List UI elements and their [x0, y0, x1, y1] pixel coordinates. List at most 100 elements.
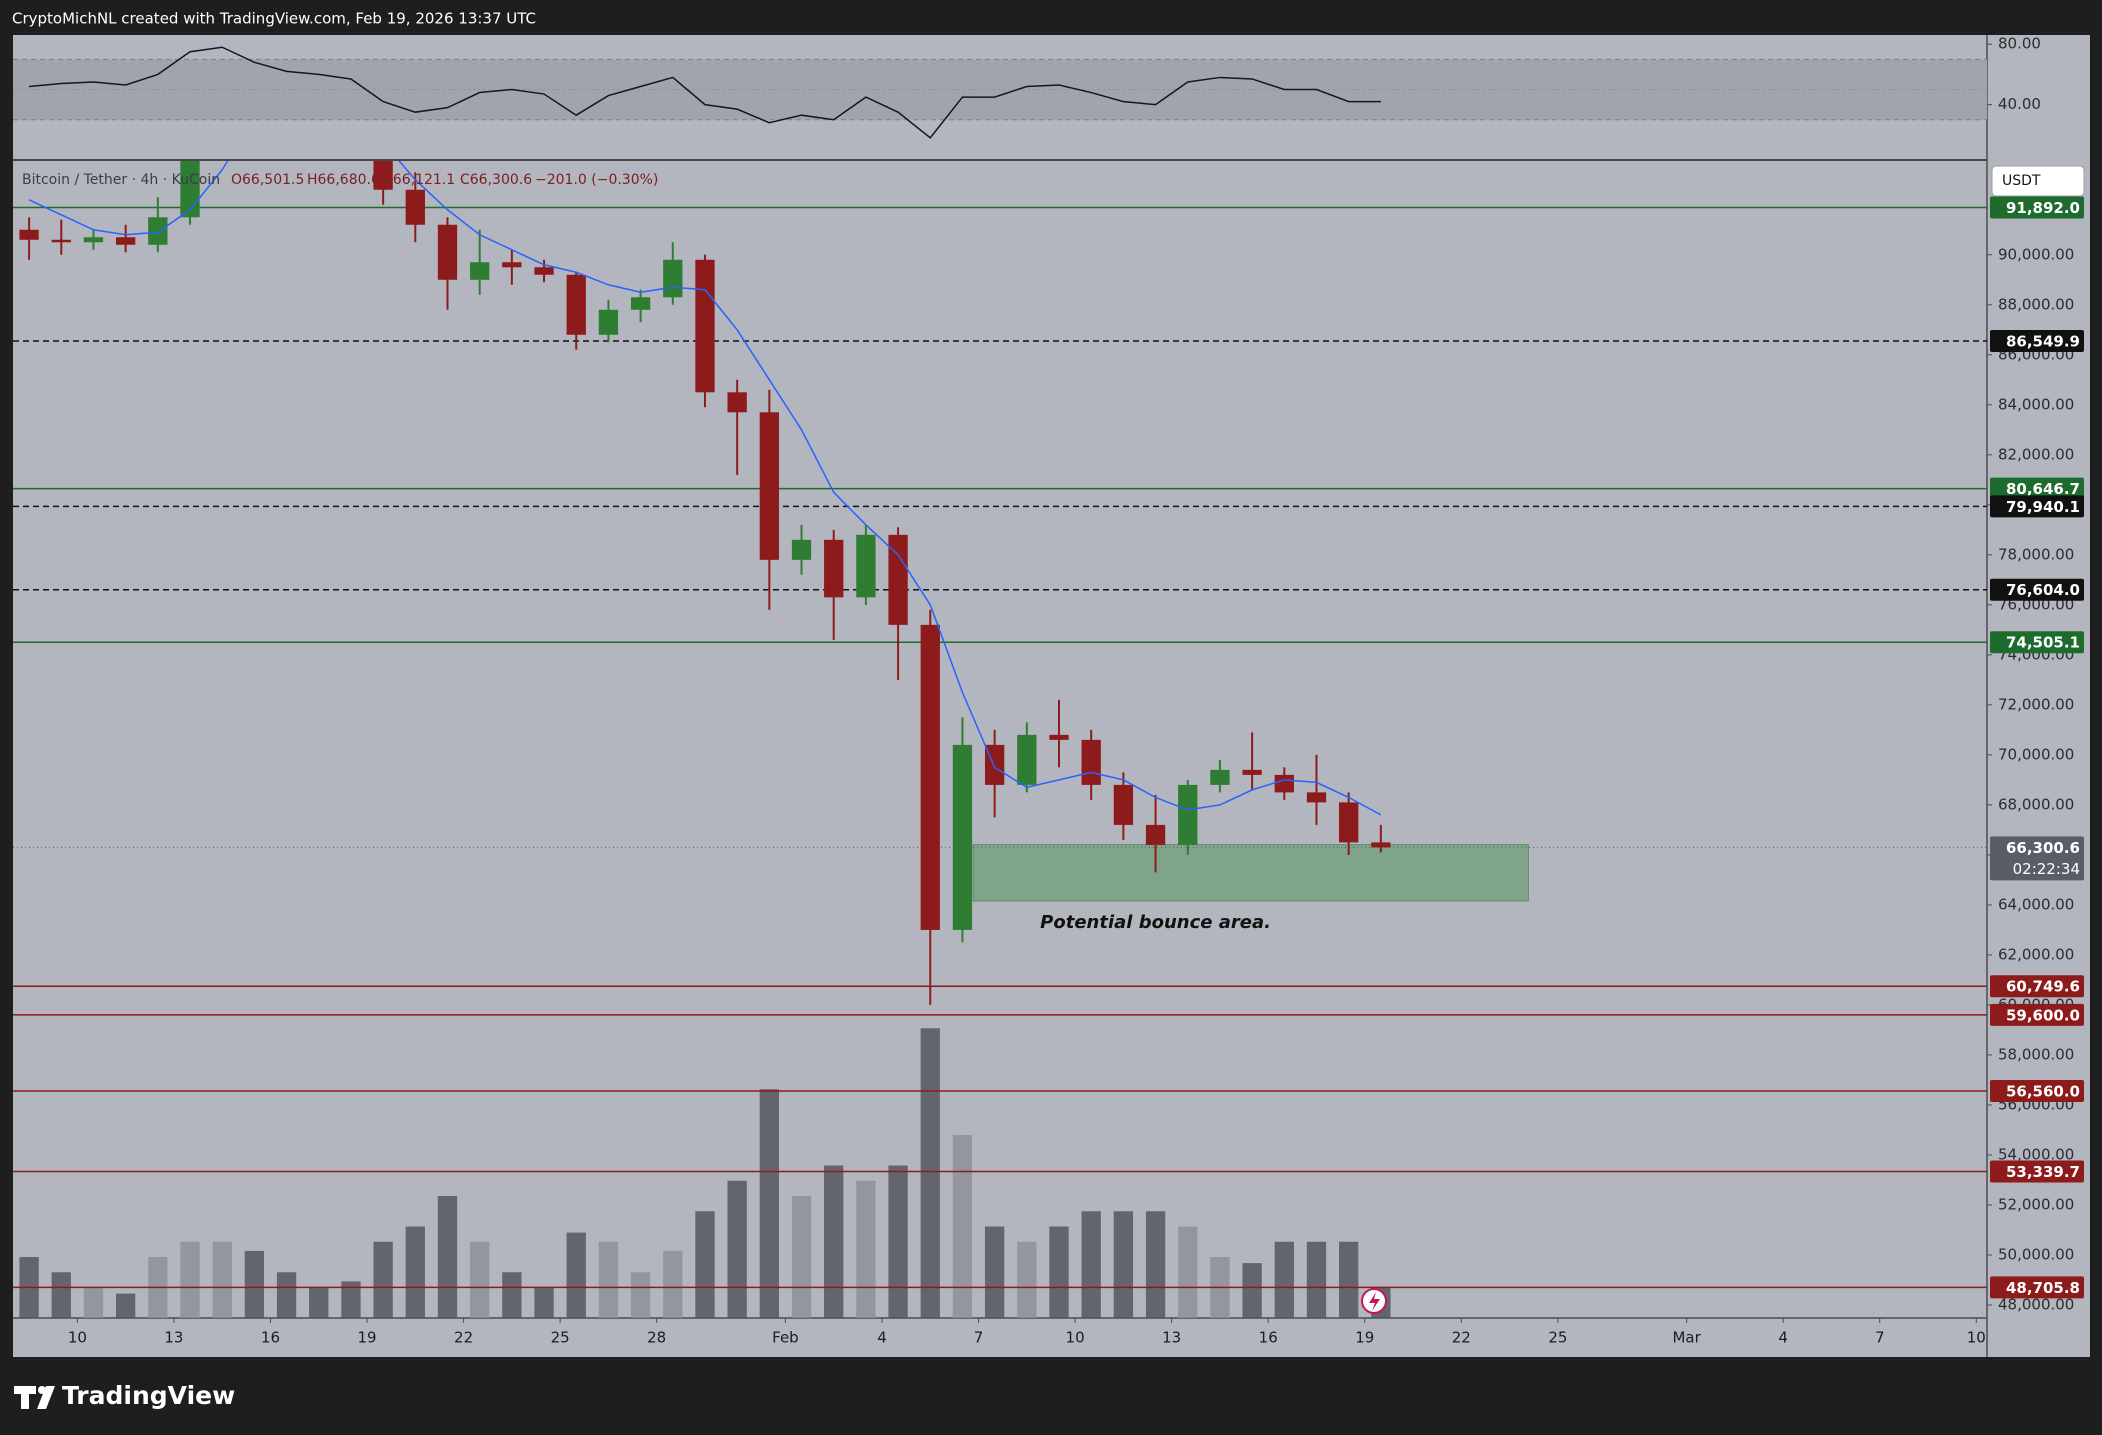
candle-body	[115, 237, 136, 245]
candle-body	[1113, 784, 1134, 825]
candle-body	[1081, 739, 1101, 785]
candle-body	[51, 239, 71, 243]
y-tick-label: 48,000.00	[1998, 1295, 2074, 1313]
volume-bar	[888, 1165, 908, 1318]
level-label-bg	[1990, 1003, 2084, 1026]
y-tick-label: 72,000.00	[1998, 695, 2074, 713]
x-tick-label: Feb	[772, 1329, 799, 1347]
volume-bar	[1017, 1241, 1037, 1318]
candle-body	[534, 267, 554, 275]
volume-bar	[437, 1196, 458, 1318]
last-price-bg	[1990, 836, 2084, 881]
symbol: Bitcoin / Tether · 4h · KuCoin	[22, 172, 220, 188]
x-tick-label: 25	[1548, 1329, 1567, 1347]
x-tick-label: 22	[454, 1329, 473, 1347]
volume-bar	[1242, 1263, 1262, 1318]
x-tick-label: 4	[877, 1329, 887, 1347]
level-label: 79,940.1	[2006, 498, 2080, 516]
legend: Bitcoin / Tether · 4h · KuCoin O66,501.5…	[22, 172, 658, 188]
candle-body	[19, 229, 39, 240]
rsi-line	[29, 46, 1381, 139]
candle-body	[83, 237, 104, 243]
volume-bar	[502, 1272, 522, 1318]
header-text: CryptoMichNL created with TradingView.co…	[12, 10, 536, 28]
candle-body	[1145, 824, 1166, 845]
candle-body	[1178, 784, 1198, 845]
level-label: 76,604.0	[2006, 581, 2080, 599]
volume-bar	[470, 1241, 490, 1318]
currency-button[interactable]: USDT	[1991, 165, 2085, 197]
candle-body	[373, 161, 393, 190]
candle-body	[598, 309, 619, 335]
candle-body	[888, 534, 908, 625]
x-tick-label: 4	[1778, 1329, 1788, 1347]
level-label-bg	[1990, 477, 2084, 500]
candle-body	[856, 534, 876, 598]
volume-bar	[1178, 1226, 1198, 1318]
x-tick-label: 10	[1967, 1329, 1986, 1347]
level-label: 56,560.0	[2006, 1082, 2080, 1100]
level-label: 86,549.9	[2006, 333, 2080, 351]
candle-body	[1339, 802, 1359, 843]
x-tick-label: 7	[974, 1329, 984, 1347]
level-label-bg	[1990, 1160, 2084, 1183]
legend-low: L66,121.1	[385, 172, 455, 188]
alert-icon-bolt[interactable]	[1369, 1292, 1380, 1311]
volume-bar	[1339, 1241, 1359, 1318]
y-tick-label: 62,000.00	[1998, 945, 2074, 963]
volume-bar	[759, 1089, 779, 1318]
axes: 48,000.0050,000.0052,000.0054,000.0056,0…	[68, 35, 2084, 1347]
volume-bar	[824, 1165, 844, 1318]
x-tick-label: 28	[647, 1329, 666, 1347]
volume-bar	[920, 1028, 940, 1318]
volume-bar	[856, 1180, 876, 1318]
y-tick-label: 52,000.00	[1998, 1195, 2074, 1213]
y-tick-label: 90,000.00	[1998, 245, 2074, 263]
x-tick-label: 16	[261, 1329, 280, 1347]
y-tick-label: 70,000.00	[1998, 745, 2074, 763]
y-tick-label: 78,000.00	[1998, 545, 2074, 563]
candle-body	[566, 274, 586, 335]
x-tick-label: 10	[68, 1329, 87, 1347]
volume-bar	[1081, 1211, 1101, 1318]
last-price-label: 66,300.6	[2006, 839, 2080, 857]
legend-close: C66,300.6	[460, 172, 532, 188]
y-tick-label: 80.00	[1998, 35, 2041, 53]
candle-body	[1049, 734, 1069, 740]
level-label: 91,892.0	[2006, 199, 2080, 217]
panel	[13, 35, 2090, 1357]
level-label: 48,705.8	[2006, 1279, 2080, 1297]
legend-high: H66,680.6	[307, 172, 380, 188]
candle-body	[502, 262, 522, 268]
y-tick-label: 50,000.00	[1998, 1245, 2074, 1263]
moving-average	[28, 161, 1382, 816]
candle-body	[1017, 734, 1037, 785]
candle-body	[1274, 774, 1294, 793]
legend-change: −201.0 (−0.30%)	[535, 172, 658, 188]
rsi-pane	[13, 46, 1987, 139]
x-tick-label: 19	[357, 1329, 376, 1347]
level-label-bg	[1990, 975, 2084, 998]
volume-bar	[83, 1287, 104, 1318]
candle-body	[920, 624, 940, 930]
currency-label[interactable]: USDT	[2002, 173, 2041, 189]
volume-bar	[1049, 1226, 1069, 1318]
level-label-bg	[1990, 1276, 2084, 1299]
candle-body	[470, 262, 490, 280]
price-pane: Potential bounce area.	[13, 161, 1987, 1318]
x-tick-label: Mar	[1672, 1329, 1701, 1347]
candle-body	[148, 217, 168, 245]
y-tick-label: 68,000.00	[1998, 795, 2074, 813]
legend-open: O66,501.5	[231, 172, 304, 188]
volume-bar	[180, 1241, 200, 1318]
volume-bar	[309, 1287, 329, 1318]
currency-button-bg[interactable]	[1991, 165, 2085, 197]
volume-bar	[373, 1241, 393, 1318]
level-label: 74,505.1	[2006, 634, 2080, 652]
x-tick-label: 16	[1259, 1329, 1278, 1347]
candle-body	[727, 392, 747, 413]
level-label-bg	[1990, 631, 2084, 654]
volume-bar	[727, 1180, 747, 1318]
volume-bar	[566, 1232, 586, 1318]
